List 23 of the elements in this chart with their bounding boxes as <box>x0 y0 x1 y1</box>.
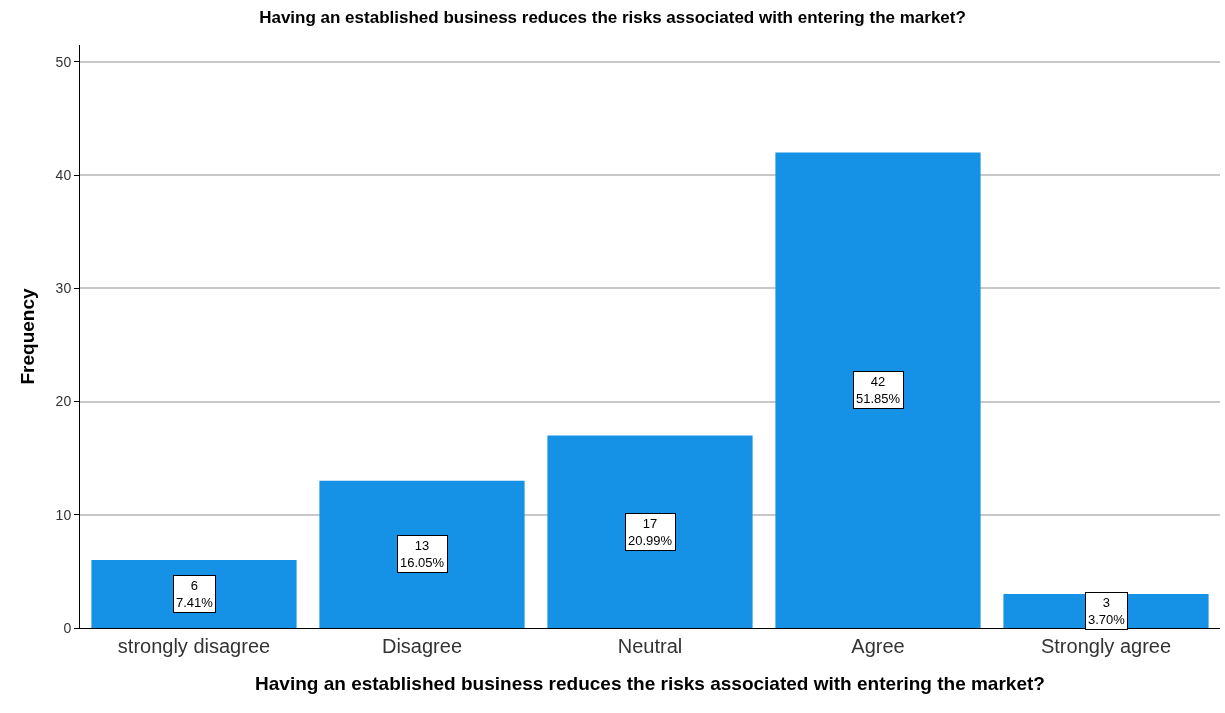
x-tick-label: strongly disagree <box>117 635 271 657</box>
y-tick-label: 30 <box>55 280 72 297</box>
y-tick-label: 10 <box>55 506 72 523</box>
y-tick-label: 20 <box>55 393 72 410</box>
x-tick-label: Disagree <box>381 635 463 657</box>
y-tick-label: 0 <box>63 619 72 636</box>
x-tick-label: Neutral <box>617 635 683 657</box>
x-tick-label: Agree <box>851 635 905 657</box>
bar <box>319 480 525 628</box>
x-tick-label: Strongly agree <box>1040 635 1172 657</box>
y-axis-title: Frequency <box>17 288 39 385</box>
data-label: 17 20.99% <box>628 516 673 548</box>
x-axis-title: Having an established business reduces the risks associated with entering the market? <box>255 672 1045 694</box>
y-tick-label: 40 <box>55 167 72 184</box>
data-label: 13 16.05% <box>400 538 445 570</box>
data-label: 3 3.70% <box>1088 595 1126 627</box>
y-tick-label: 50 <box>55 53 72 70</box>
data-label: 42 51.85% <box>856 374 901 406</box>
data-label: 6 7.41% <box>176 578 214 610</box>
chart-title: Having an established business reduces the risks associated with entering the market? <box>259 7 966 27</box>
bar <box>91 560 297 628</box>
bar <box>547 435 753 628</box>
bar <box>775 152 981 628</box>
